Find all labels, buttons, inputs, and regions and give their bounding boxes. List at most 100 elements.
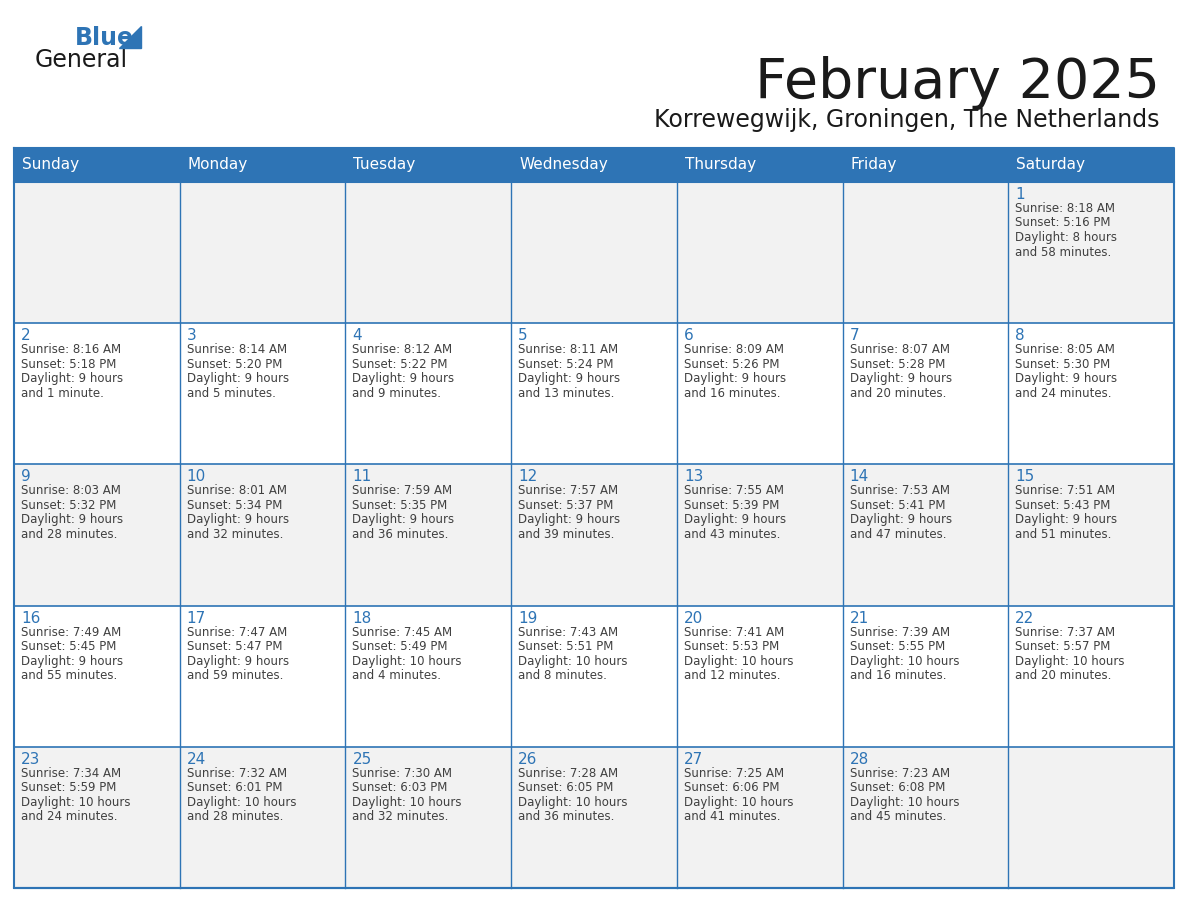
Text: and 8 minutes.: and 8 minutes. xyxy=(518,669,607,682)
Text: 24: 24 xyxy=(187,752,206,767)
Text: Sunrise: 8:09 AM: Sunrise: 8:09 AM xyxy=(684,343,784,356)
Text: and 55 minutes.: and 55 minutes. xyxy=(21,669,118,682)
Text: February 2025: February 2025 xyxy=(756,56,1159,110)
Text: Korrewegwijk, Groningen, The Netherlands: Korrewegwijk, Groningen, The Netherlands xyxy=(655,108,1159,132)
Text: Sunset: 5:57 PM: Sunset: 5:57 PM xyxy=(1016,640,1111,653)
Text: 16: 16 xyxy=(21,610,40,625)
Text: 9: 9 xyxy=(21,469,31,485)
Text: Tuesday: Tuesday xyxy=(353,158,416,173)
Text: and 12 minutes.: and 12 minutes. xyxy=(684,669,781,682)
Text: Sunset: 5:47 PM: Sunset: 5:47 PM xyxy=(187,640,283,653)
Bar xyxy=(14,323,1174,465)
Text: Daylight: 10 hours: Daylight: 10 hours xyxy=(849,796,959,809)
Text: and 4 minutes.: and 4 minutes. xyxy=(353,669,442,682)
Text: Daylight: 10 hours: Daylight: 10 hours xyxy=(1016,655,1125,667)
Text: 6: 6 xyxy=(684,329,694,343)
Bar xyxy=(14,148,1174,182)
Text: Daylight: 10 hours: Daylight: 10 hours xyxy=(187,796,296,809)
Text: Daylight: 10 hours: Daylight: 10 hours xyxy=(684,796,794,809)
Text: Sunrise: 7:43 AM: Sunrise: 7:43 AM xyxy=(518,625,618,639)
Text: and 5 minutes.: and 5 minutes. xyxy=(187,386,276,399)
Text: 14: 14 xyxy=(849,469,868,485)
Text: Sunset: 5:18 PM: Sunset: 5:18 PM xyxy=(21,358,116,371)
Text: Sunrise: 7:57 AM: Sunrise: 7:57 AM xyxy=(518,485,618,498)
Text: 8: 8 xyxy=(1016,329,1025,343)
Text: Daylight: 9 hours: Daylight: 9 hours xyxy=(1016,513,1118,526)
Text: Sunrise: 7:23 AM: Sunrise: 7:23 AM xyxy=(849,767,949,779)
Text: and 20 minutes.: and 20 minutes. xyxy=(849,386,946,399)
Polygon shape xyxy=(119,26,141,48)
Text: Sunset: 5:34 PM: Sunset: 5:34 PM xyxy=(187,498,282,512)
Text: Daylight: 10 hours: Daylight: 10 hours xyxy=(849,655,959,667)
Text: Daylight: 9 hours: Daylight: 9 hours xyxy=(849,372,952,386)
Text: Daylight: 10 hours: Daylight: 10 hours xyxy=(684,655,794,667)
Text: Sunset: 5:16 PM: Sunset: 5:16 PM xyxy=(1016,217,1111,230)
Text: Sunday: Sunday xyxy=(23,158,80,173)
Text: Daylight: 9 hours: Daylight: 9 hours xyxy=(187,655,289,667)
Text: Monday: Monday xyxy=(188,158,248,173)
Text: 19: 19 xyxy=(518,610,537,625)
Text: Sunrise: 8:01 AM: Sunrise: 8:01 AM xyxy=(187,485,286,498)
Text: Daylight: 9 hours: Daylight: 9 hours xyxy=(187,513,289,526)
Text: Sunrise: 7:37 AM: Sunrise: 7:37 AM xyxy=(1016,625,1116,639)
Text: 5: 5 xyxy=(518,329,527,343)
Text: Sunset: 5:32 PM: Sunset: 5:32 PM xyxy=(21,498,116,512)
Text: 15: 15 xyxy=(1016,469,1035,485)
Text: Wednesday: Wednesday xyxy=(519,158,608,173)
Text: 12: 12 xyxy=(518,469,537,485)
Text: Sunrise: 7:55 AM: Sunrise: 7:55 AM xyxy=(684,485,784,498)
Text: Sunrise: 7:53 AM: Sunrise: 7:53 AM xyxy=(849,485,949,498)
Text: Sunrise: 7:25 AM: Sunrise: 7:25 AM xyxy=(684,767,784,779)
Text: Sunset: 5:30 PM: Sunset: 5:30 PM xyxy=(1016,358,1111,371)
Bar xyxy=(14,465,1174,606)
Text: and 1 minute.: and 1 minute. xyxy=(21,386,103,399)
Text: Sunrise: 7:59 AM: Sunrise: 7:59 AM xyxy=(353,485,453,498)
Text: Sunset: 6:03 PM: Sunset: 6:03 PM xyxy=(353,781,448,794)
Bar xyxy=(14,747,1174,888)
Text: 4: 4 xyxy=(353,329,362,343)
Text: Sunset: 6:06 PM: Sunset: 6:06 PM xyxy=(684,781,779,794)
Text: and 28 minutes.: and 28 minutes. xyxy=(187,811,283,823)
Text: and 39 minutes.: and 39 minutes. xyxy=(518,528,614,541)
Text: Sunrise: 7:28 AM: Sunrise: 7:28 AM xyxy=(518,767,618,779)
Text: Sunrise: 7:47 AM: Sunrise: 7:47 AM xyxy=(187,625,287,639)
Text: Sunrise: 8:07 AM: Sunrise: 8:07 AM xyxy=(849,343,949,356)
Text: Sunrise: 8:18 AM: Sunrise: 8:18 AM xyxy=(1016,202,1116,215)
Text: Daylight: 10 hours: Daylight: 10 hours xyxy=(518,796,627,809)
Text: Sunset: 5:49 PM: Sunset: 5:49 PM xyxy=(353,640,448,653)
Text: Saturday: Saturday xyxy=(1016,158,1086,173)
Text: Blue: Blue xyxy=(75,26,134,50)
Text: and 24 minutes.: and 24 minutes. xyxy=(1016,386,1112,399)
Bar xyxy=(14,606,1174,747)
Text: Sunset: 5:41 PM: Sunset: 5:41 PM xyxy=(849,498,946,512)
Text: Daylight: 9 hours: Daylight: 9 hours xyxy=(1016,372,1118,386)
Text: Sunset: 6:05 PM: Sunset: 6:05 PM xyxy=(518,781,613,794)
Text: Sunset: 5:51 PM: Sunset: 5:51 PM xyxy=(518,640,613,653)
Text: Sunrise: 7:30 AM: Sunrise: 7:30 AM xyxy=(353,767,453,779)
Text: Sunset: 5:43 PM: Sunset: 5:43 PM xyxy=(1016,498,1111,512)
Text: and 47 minutes.: and 47 minutes. xyxy=(849,528,946,541)
Text: and 28 minutes.: and 28 minutes. xyxy=(21,528,118,541)
Text: Sunset: 5:22 PM: Sunset: 5:22 PM xyxy=(353,358,448,371)
Text: Daylight: 10 hours: Daylight: 10 hours xyxy=(353,796,462,809)
Text: and 32 minutes.: and 32 minutes. xyxy=(187,528,283,541)
Text: 20: 20 xyxy=(684,610,703,625)
Text: and 9 minutes.: and 9 minutes. xyxy=(353,386,442,399)
Text: Sunrise: 8:14 AM: Sunrise: 8:14 AM xyxy=(187,343,286,356)
Text: and 41 minutes.: and 41 minutes. xyxy=(684,811,781,823)
Text: and 24 minutes.: and 24 minutes. xyxy=(21,811,118,823)
Text: Daylight: 9 hours: Daylight: 9 hours xyxy=(187,372,289,386)
Text: 1: 1 xyxy=(1016,187,1025,202)
Text: General: General xyxy=(34,48,128,72)
Text: Sunrise: 7:41 AM: Sunrise: 7:41 AM xyxy=(684,625,784,639)
Text: and 20 minutes.: and 20 minutes. xyxy=(1016,669,1112,682)
Text: and 45 minutes.: and 45 minutes. xyxy=(849,811,946,823)
Text: Daylight: 9 hours: Daylight: 9 hours xyxy=(518,513,620,526)
Text: Sunrise: 8:16 AM: Sunrise: 8:16 AM xyxy=(21,343,121,356)
Text: Sunrise: 7:39 AM: Sunrise: 7:39 AM xyxy=(849,625,949,639)
Text: Sunrise: 8:03 AM: Sunrise: 8:03 AM xyxy=(21,485,121,498)
Text: 18: 18 xyxy=(353,610,372,625)
Text: Sunset: 6:01 PM: Sunset: 6:01 PM xyxy=(187,781,283,794)
Text: Friday: Friday xyxy=(851,158,897,173)
Text: Daylight: 9 hours: Daylight: 9 hours xyxy=(21,655,124,667)
